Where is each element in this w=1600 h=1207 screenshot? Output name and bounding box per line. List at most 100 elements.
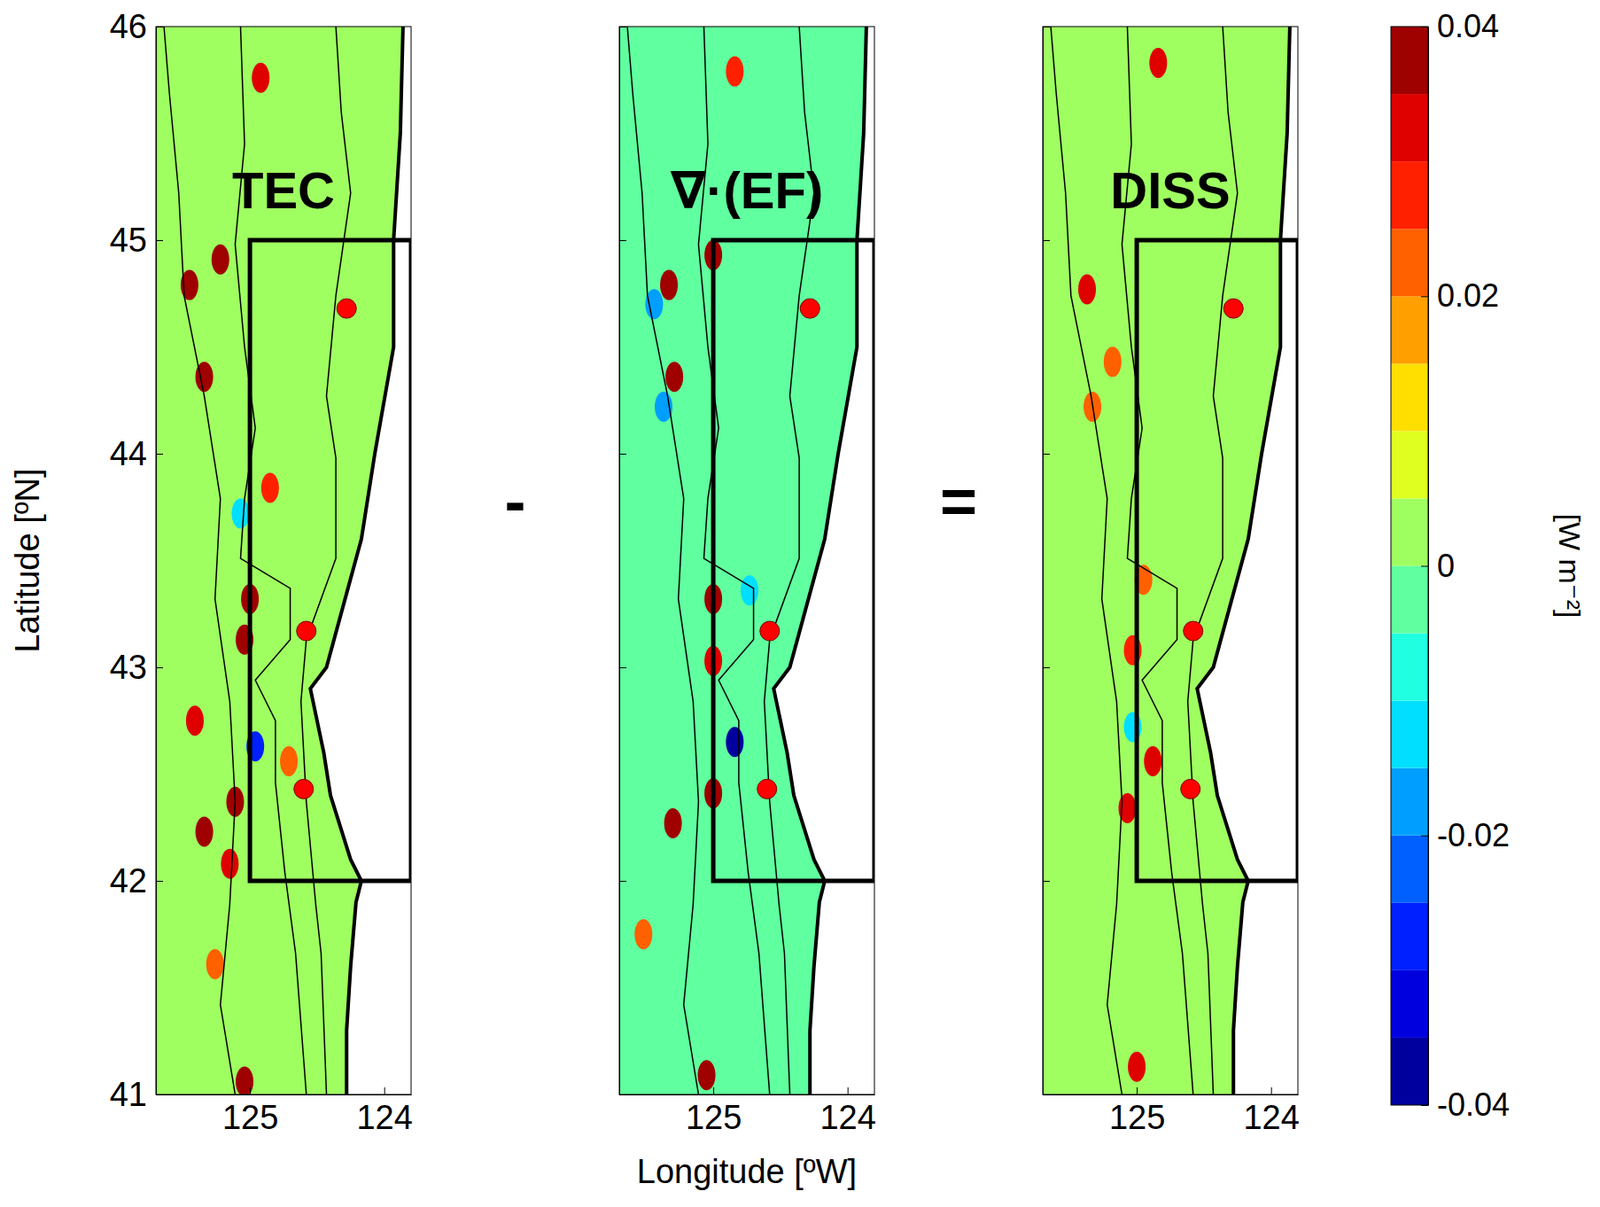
y-tick-mark [155, 240, 164, 241]
y-tick-mark [155, 26, 164, 28]
colorbar-tick: 0 [1421, 547, 1455, 584]
field-patch [1103, 346, 1122, 377]
colorbar-tick-label: -0.04 [1436, 1086, 1510, 1123]
station [757, 778, 777, 799]
colorbar-level [1390, 1037, 1429, 1105]
colorbar-level [1390, 161, 1429, 229]
field-patch [740, 574, 759, 606]
field-patch [206, 948, 225, 979]
x-tick-label: 125 [685, 1098, 742, 1136]
colorbar-label: [W m⁻²] [1553, 512, 1587, 618]
background-field [619, 26, 875, 1095]
x-tick-mark [249, 1087, 251, 1095]
figure: 414243444546125124TEC125124∇·(EF)125124D… [0, 0, 1600, 1207]
field-patch [231, 497, 249, 529]
field-patch [279, 745, 298, 777]
station [296, 621, 317, 641]
y-tick: 46 [109, 7, 164, 46]
y-tick: 45 [109, 221, 164, 259]
y-tick-mark [619, 880, 627, 882]
colorbar-level [1390, 566, 1429, 634]
y-tick-mark [1042, 240, 1050, 241]
x-tick-mark [713, 1087, 715, 1095]
y-tick [1042, 240, 1050, 241]
region-box [1136, 240, 1298, 881]
colorbar-level [1390, 768, 1429, 836]
colorbar-tick: 0.04 [1421, 7, 1500, 45]
y-tick-label: 42 [109, 862, 148, 900]
colorbar-level [1390, 228, 1429, 296]
x-axis-title: Longitude [ºW] [636, 1152, 857, 1190]
field-patch [235, 1066, 254, 1095]
colorbar-level [1390, 363, 1429, 431]
y-tick-mark [1042, 453, 1050, 455]
colorbar: -0.04 -0.02 0 0.02 0.04 [1390, 7, 1510, 1123]
colorbar-tick-mark [1421, 295, 1429, 297]
y-axis-line [155, 27, 157, 1096]
colorbar-level [1390, 633, 1429, 701]
x-axis-line [1043, 1094, 1299, 1096]
y-tick-mark [619, 240, 627, 241]
field-patch [261, 473, 280, 504]
colorbar-tick: -0.02 [1421, 816, 1510, 854]
plot-area [155, 26, 412, 1095]
colorbar-level [1390, 430, 1429, 498]
colorbar-axis-line [1428, 27, 1430, 1106]
colorbar-level [1390, 26, 1429, 94]
y-tick [619, 880, 627, 882]
x-tick: 125 [685, 1087, 742, 1136]
y-tick: 44 [109, 434, 164, 473]
panel: 125124DISS [1042, 26, 1300, 1136]
panel-title: TEC [232, 161, 335, 219]
x-tick: 125 [222, 1087, 279, 1136]
isobath [163, 26, 235, 1095]
y-tick-mark [155, 667, 164, 668]
field-patch [1143, 745, 1162, 777]
region-box [249, 240, 412, 881]
y-axis-title: Latitude [ºN] [8, 467, 47, 653]
x-axis: 125 124 [156, 1087, 413, 1136]
x-axis-line [620, 1094, 876, 1096]
y-tick-mark [619, 453, 627, 455]
panel: 125 124 ∇·(EF) [619, 26, 877, 1136]
field-patch [1078, 273, 1096, 304]
colorbar-tick-label: 0.02 [1436, 277, 1500, 314]
panel-title: ∇·(EF) [670, 161, 824, 219]
background-field [155, 26, 412, 1095]
colorbar-axis: -0.04 -0.02 0 0.02 0.04 [1421, 7, 1510, 1123]
colorbar-tick: 0.02 [1421, 277, 1500, 314]
y-axis [619, 27, 627, 1096]
y-tick-mark [155, 880, 164, 882]
y-tick [619, 453, 627, 455]
colorbar-level [1390, 902, 1429, 971]
field-patch [251, 62, 270, 94]
frame [619, 26, 875, 1095]
field-patch [660, 270, 678, 301]
x-tick: 124 [819, 1087, 876, 1136]
frame [155, 26, 412, 1095]
operator: - [504, 465, 527, 536]
panel-title: DISS [1110, 161, 1230, 219]
colorbar-tick-mark [1421, 1104, 1429, 1106]
colorbar-level [1390, 497, 1429, 566]
panel: 414243444546125124TEC [109, 7, 413, 1136]
x-axis-line [156, 1094, 412, 1096]
y-tick-mark [155, 453, 164, 455]
colorbar-tick-label: 0.04 [1436, 7, 1500, 45]
y-tick-label: 41 [109, 1075, 148, 1113]
field-patch [725, 726, 744, 757]
y-tick-mark [619, 26, 627, 28]
y-axis-line [619, 27, 621, 1096]
station [760, 621, 780, 641]
x-tick-label: 125 [222, 1098, 279, 1136]
operator: = [939, 465, 978, 536]
field-patch [1127, 1051, 1146, 1082]
station [1183, 621, 1204, 641]
station [1180, 778, 1201, 799]
y-axis: 414243444546 [109, 7, 164, 1113]
station [800, 298, 820, 319]
x-tick: 124 [356, 1087, 412, 1136]
y-tick [619, 667, 627, 668]
y-tick-label: 46 [109, 7, 148, 46]
background-field [1042, 26, 1298, 1095]
